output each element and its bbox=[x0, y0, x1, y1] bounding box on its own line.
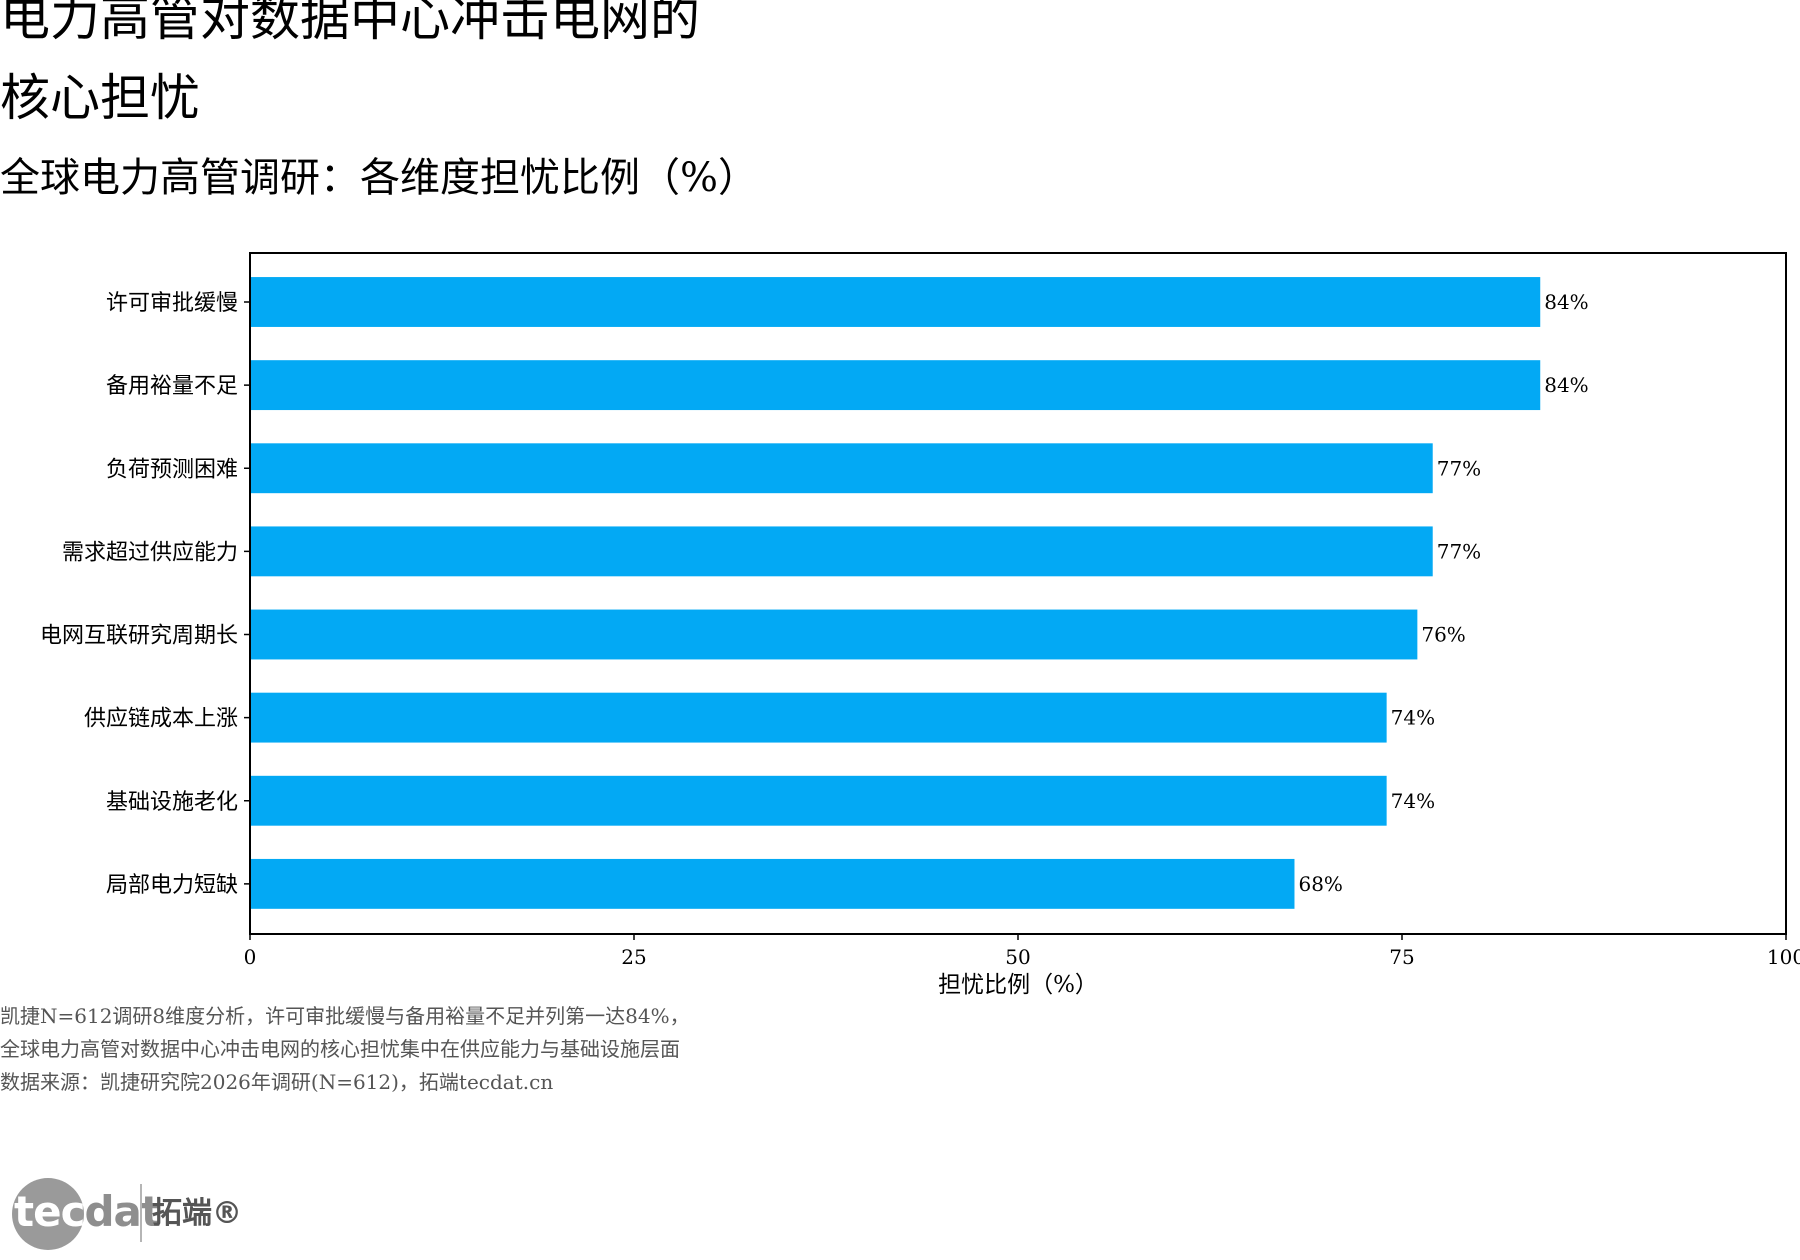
page-subtitle: 全球电力高管调研：各维度担忧比例（%） bbox=[0, 155, 759, 201]
bar bbox=[251, 775, 1387, 826]
bar bbox=[251, 443, 1433, 494]
logo-cn-text: 拓端® bbox=[152, 1196, 242, 1231]
category-label: 备用裕量不足 bbox=[106, 374, 238, 399]
x-tick-label: 50 bbox=[1005, 945, 1030, 969]
bar-value-label: 74% bbox=[1391, 706, 1435, 730]
bar bbox=[251, 858, 1295, 909]
note-line: 全球电力高管对数据中心冲击电网的核心担忧集中在供应能力与基础设施层面 bbox=[0, 1037, 680, 1061]
bar bbox=[251, 609, 1418, 660]
source-line: 数据来源：凯捷研究院2026年调研(N=612)，拓端tecdat.cn bbox=[0, 1070, 554, 1094]
x-tick-label: 25 bbox=[621, 945, 646, 969]
bar bbox=[251, 360, 1541, 411]
category-label: 需求超过供应能力 bbox=[62, 540, 238, 565]
bar-value-label: 74% bbox=[1391, 789, 1435, 813]
category-label: 局部电力短缺 bbox=[106, 873, 238, 898]
logo-text: tecdat bbox=[14, 1187, 161, 1236]
x-tick-label: 75 bbox=[1389, 945, 1414, 969]
bar-group: 84% 84% 77% 77% 76% 74% 74% 68% bbox=[251, 277, 1589, 909]
bar bbox=[251, 692, 1387, 743]
logo-circle bbox=[12, 1178, 84, 1250]
x-tick-label: 100 bbox=[1767, 945, 1800, 969]
category-labels: 许可审批缓慢备用裕量不足负荷预测困难需求超过供应能力电网互联研究周期长供应链成本… bbox=[40, 291, 250, 898]
x-tick-label: 0 bbox=[244, 945, 257, 969]
category-label: 负荷预测困难 bbox=[106, 457, 238, 482]
bar bbox=[251, 277, 1541, 327]
category-label: 许可审批缓慢 bbox=[106, 291, 238, 316]
bar bbox=[251, 526, 1433, 577]
tecdat-logo: tecdat 拓端® bbox=[12, 1178, 252, 1260]
bar-value-label: 68% bbox=[1298, 872, 1342, 896]
chart-notes: 凯捷N=612调研8维度分析，许可审批缓慢与备用裕量不足并列第一达84%， 全球… bbox=[0, 1000, 690, 1099]
bar-value-label: 77% bbox=[1437, 456, 1481, 480]
note-line: 凯捷N=612调研8维度分析，许可审批缓慢与备用裕量不足并列第一达84%， bbox=[0, 1004, 690, 1028]
page-title: 电力高管对数据中心冲击电网的核心担忧 bbox=[0, 0, 700, 127]
bar-value-label: 76% bbox=[1421, 623, 1465, 647]
x-axis-ticks: 0 25 50 75 100 bbox=[244, 934, 1800, 969]
x-axis-label: 担忧比例（%） bbox=[938, 972, 1098, 998]
category-label: 电网互联研究周期长 bbox=[40, 624, 238, 649]
bar-value-label: 77% bbox=[1437, 539, 1481, 563]
plot-frame bbox=[249, 252, 1787, 935]
category-label: 基础设施老化 bbox=[106, 790, 238, 815]
category-label: 供应链成本上涨 bbox=[84, 707, 238, 732]
bar-chart: 84% 84% 77% 77% 76% 74% 74% 68% 许可审批缓慢备用裕量不足负荷预… bbox=[40, 252, 1800, 998]
bar-value-label: 84% bbox=[1544, 373, 1588, 397]
bar-value-label: 84% bbox=[1544, 290, 1588, 314]
logo-divider bbox=[140, 1184, 142, 1242]
